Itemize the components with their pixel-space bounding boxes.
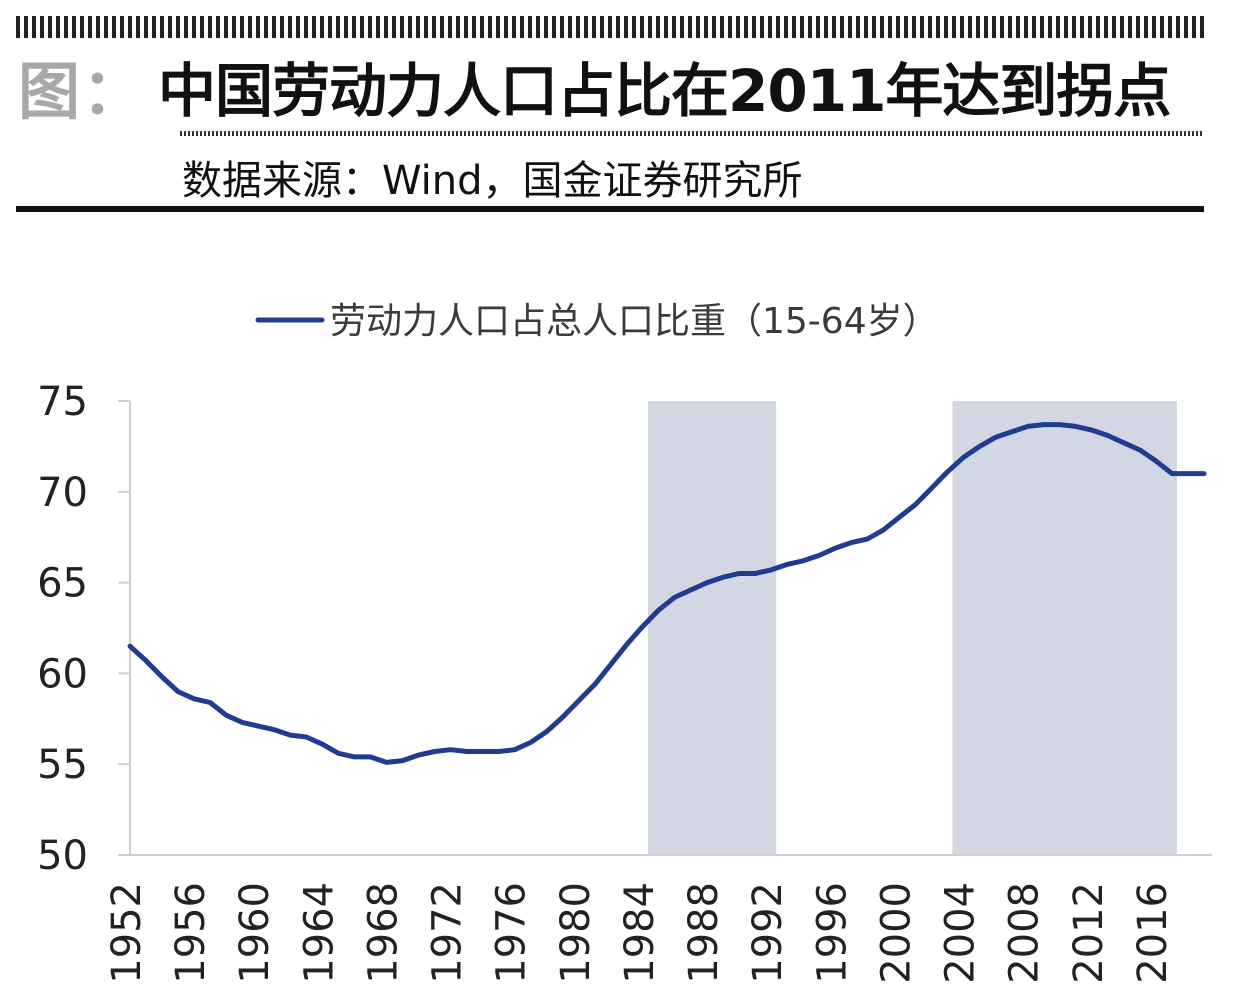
series-line-1 xyxy=(127,422,1207,765)
x-tick-label: 1956 xyxy=(168,882,214,984)
figure-label: 图： xyxy=(18,55,147,128)
x-tick-labels: 1952 1956 1960 1964 1968 1972 1976 1980 1984 1988… xyxy=(104,882,1176,984)
x-tick-label: 1984 xyxy=(617,882,663,984)
y-tick-labels: 75 70 65 60 55 50 xyxy=(37,379,88,879)
x-tick-label: 1968 xyxy=(360,882,406,984)
x-tick-label: 1972 xyxy=(425,882,471,984)
y-tick-label: 65 xyxy=(37,561,88,607)
x-tick-label: 1996 xyxy=(809,882,855,984)
x-tick-label: 1976 xyxy=(489,882,535,984)
title-underline-dash xyxy=(180,131,1204,136)
legend: 劳动力人口占总人口比重（15-64岁） xyxy=(255,301,939,342)
shaded-periods xyxy=(647,401,1177,855)
shaded-period-2 xyxy=(952,401,1177,855)
header: 图： 中国劳动力人口占比在2011年达到拐点 xyxy=(18,50,1218,128)
y-tick-label: 70 xyxy=(37,470,88,516)
x-tick-label: 2004 xyxy=(938,882,984,984)
x-tick-label: 2008 xyxy=(1002,882,1048,984)
x-tick-label: 1980 xyxy=(553,882,599,984)
shaded-period-1 xyxy=(647,401,777,855)
y-tick-label: 55 xyxy=(37,742,88,788)
chart-title: 中国劳动力人口占比在2011年达到拐点 xyxy=(158,57,1171,125)
x-tick-label: 1960 xyxy=(232,882,278,984)
x-tick-label: 1988 xyxy=(681,882,727,984)
x-tick-label: 2012 xyxy=(1066,882,1112,984)
x-tick-label: 1992 xyxy=(745,882,791,984)
top-decorative-dash-border xyxy=(16,16,1204,38)
x-tick-label: 1964 xyxy=(296,882,342,984)
series-lines xyxy=(127,422,1207,765)
x-tick-label: 2016 xyxy=(1130,882,1176,984)
y-tick-label: 60 xyxy=(37,651,88,697)
data-source: 数据来源：Wind，国金证券研究所 xyxy=(182,158,803,204)
legend-label: 劳动力人口占总人口比重（15-64岁） xyxy=(330,301,939,342)
y-tick-label: 50 xyxy=(37,833,88,879)
header-rule xyxy=(16,206,1204,212)
axes xyxy=(118,400,1212,856)
y-tick-label: 75 xyxy=(37,379,88,425)
x-tick-label: 1952 xyxy=(104,882,150,984)
x-tick-label: 2000 xyxy=(873,882,919,984)
